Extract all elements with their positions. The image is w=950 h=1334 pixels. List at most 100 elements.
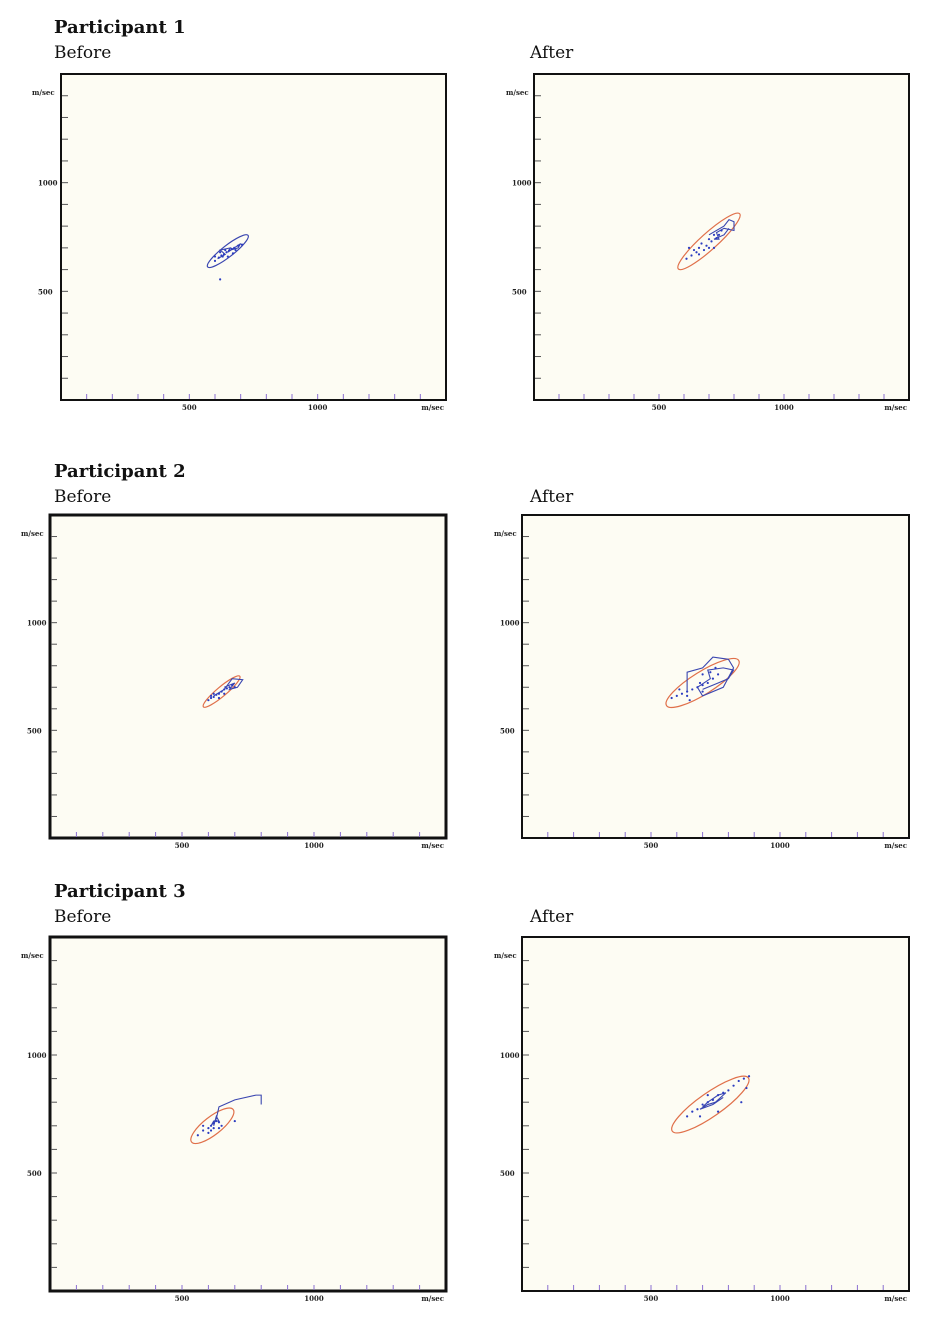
data-point xyxy=(709,671,712,674)
data-point xyxy=(217,1127,221,1130)
data-point xyxy=(701,1103,704,1106)
data-point xyxy=(717,233,721,236)
data-point xyxy=(711,677,715,680)
y-tick-label: 1000 xyxy=(38,179,58,188)
confidence-ellipse xyxy=(202,675,241,708)
data-point xyxy=(716,1094,720,1097)
data-point xyxy=(745,1086,748,1090)
y-axis-label: m/sec xyxy=(494,951,517,960)
data-point xyxy=(707,246,711,249)
x-tick-label: 500 xyxy=(644,1294,659,1303)
data-point xyxy=(196,1134,199,1137)
data-point xyxy=(710,240,713,243)
data-point xyxy=(209,696,213,700)
data-point xyxy=(687,246,691,249)
participant-1-before-label: Before xyxy=(54,43,112,63)
data-point xyxy=(707,238,711,241)
data-point xyxy=(670,696,673,700)
data-point xyxy=(702,248,706,252)
chart-4: 500 1000 500 1000 m/sec m/sec xyxy=(494,514,910,850)
trace-line xyxy=(699,1092,727,1110)
data-point xyxy=(716,673,720,676)
y-tick-label: 500 xyxy=(500,726,515,735)
x-tick-label: 500 xyxy=(652,403,667,412)
data-point xyxy=(701,673,704,676)
data-point xyxy=(212,695,215,699)
y-tick-label: 500 xyxy=(27,1169,42,1178)
data-point xyxy=(212,1122,215,1125)
data-point xyxy=(675,694,678,697)
data-point xyxy=(209,1124,213,1127)
x-axis-label: m/sec xyxy=(884,841,907,850)
data-point xyxy=(217,1121,221,1124)
data-point xyxy=(712,233,716,236)
y-axis-label: m/sec xyxy=(21,951,44,960)
x-tick-label: 1000 xyxy=(304,841,324,850)
data-point xyxy=(701,684,704,687)
data-point xyxy=(209,1129,213,1132)
plot-frame xyxy=(521,936,910,1292)
trace-line xyxy=(686,656,735,697)
data-point xyxy=(228,686,231,689)
confidence-ellipse xyxy=(206,234,249,269)
x-axis-label: m/sec xyxy=(884,403,907,412)
x-axis-label: m/sec xyxy=(421,841,444,850)
chart-5: 500 1000 500 1000 m/sec m/sec xyxy=(21,935,448,1303)
chart-6: 500 1000 500 1000 m/sec m/sec xyxy=(494,936,910,1303)
data-point xyxy=(240,243,244,246)
plot-frame xyxy=(533,73,910,401)
y-tick-label: 1000 xyxy=(27,619,47,628)
data-point xyxy=(228,249,231,252)
data-point xyxy=(715,236,718,240)
data-point xyxy=(230,247,233,251)
data-point xyxy=(212,692,215,695)
data-point xyxy=(691,1110,694,1113)
y-tick-label: 1000 xyxy=(500,1051,520,1060)
chart-2: 500 1000 500 1000 m/sec m/sec xyxy=(506,73,910,412)
plot-frame xyxy=(48,513,448,840)
x-tick-label: 500 xyxy=(644,841,659,850)
y-tick-label: 1000 xyxy=(500,619,520,628)
data-point xyxy=(207,1131,210,1134)
data-point xyxy=(215,693,218,696)
data-point xyxy=(207,699,210,702)
data-point xyxy=(706,1101,709,1104)
data-point xyxy=(686,1115,689,1118)
participant-2-title: Participant 2 xyxy=(54,461,186,482)
participant-2-before-label: Before xyxy=(54,487,112,507)
data-point xyxy=(711,1098,715,1101)
x-tick-label: 1000 xyxy=(308,403,328,412)
data-point xyxy=(219,278,222,281)
x-tick-label: 1000 xyxy=(774,403,794,412)
participant-3-before-label: Before xyxy=(54,907,112,927)
data-point xyxy=(233,686,236,689)
x-tick-label: 500 xyxy=(182,403,197,412)
confidence-ellipse xyxy=(190,1107,235,1145)
plot-frame xyxy=(60,73,447,401)
data-point xyxy=(696,686,699,689)
data-point xyxy=(212,1127,215,1130)
data-point xyxy=(698,681,702,685)
y-tick-label: 500 xyxy=(27,726,42,735)
participant-1-after-label: After xyxy=(530,43,574,63)
participant-1-title: Participant 1 xyxy=(54,17,186,38)
data-point xyxy=(706,1094,709,1097)
y-axis-label: m/sec xyxy=(494,529,517,538)
data-point xyxy=(225,251,228,254)
data-point xyxy=(215,1119,218,1123)
chart-1: 500 1000 500 1000 m/sec m/sec xyxy=(32,73,447,412)
data-point xyxy=(706,681,709,685)
confidence-ellipse xyxy=(671,1075,750,1134)
data-point xyxy=(220,1124,223,1127)
data-point xyxy=(697,253,701,256)
participant-2-after-label: After xyxy=(530,487,574,507)
data-point xyxy=(213,255,217,258)
data-point xyxy=(223,688,226,691)
data-point xyxy=(221,255,224,258)
data-point xyxy=(691,688,694,691)
y-tick-label: 1000 xyxy=(27,1051,47,1060)
data-point xyxy=(685,257,688,260)
y-axis-label: m/sec xyxy=(32,88,55,97)
x-tick-label: 1000 xyxy=(770,841,790,850)
